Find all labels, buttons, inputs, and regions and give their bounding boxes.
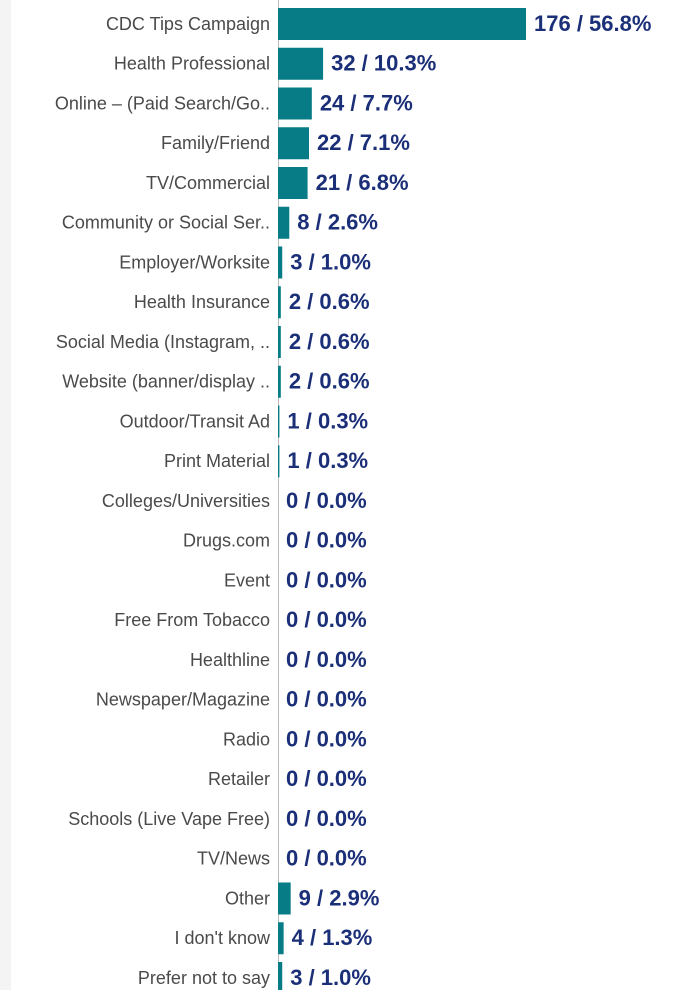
value-label: 32 / 10.3% [331, 51, 436, 76]
value-label: 0 / 0.0% [286, 687, 367, 712]
bar [278, 127, 309, 160]
value-label: 8 / 2.6% [297, 210, 378, 235]
value-label: 2 / 0.6% [289, 369, 370, 394]
value-label: 0 / 0.0% [286, 726, 367, 751]
value-label: 9 / 2.9% [299, 885, 380, 910]
bar [278, 206, 290, 239]
category-label: Retailer [208, 769, 270, 789]
bar [278, 246, 283, 279]
value-label: 4 / 1.3% [292, 925, 373, 950]
category-label: Family/Friend [161, 133, 270, 153]
bar [278, 286, 281, 319]
category-label: TV/News [197, 849, 270, 869]
value-label: 0 / 0.0% [286, 647, 367, 672]
category-label: Health Insurance [134, 292, 270, 312]
bar [278, 365, 281, 398]
value-label: 3 / 1.0% [290, 965, 371, 990]
category-label: Employer/Worksite [119, 252, 270, 272]
bar [278, 405, 280, 438]
value-label: 0 / 0.0% [286, 488, 367, 513]
value-label: 1 / 0.3% [287, 408, 368, 433]
value-label: 24 / 7.7% [320, 90, 413, 115]
category-label: Prefer not to say [138, 968, 270, 988]
category-label: Drugs.com [183, 531, 270, 551]
value-label: 1 / 0.3% [287, 448, 368, 473]
category-label: Event [224, 570, 270, 590]
category-label: Free From Tobacco [114, 610, 270, 630]
category-label: Print Material [164, 451, 270, 471]
value-label: 0 / 0.0% [286, 766, 367, 791]
category-label: Social Media (Instagram, .. [56, 332, 270, 352]
category-label: CDC Tips Campaign [106, 14, 270, 34]
value-label: 3 / 1.0% [290, 249, 371, 274]
category-label: Radio [223, 729, 270, 749]
value-label: 0 / 0.0% [286, 567, 367, 592]
value-label: 0 / 0.0% [286, 806, 367, 831]
category-label: Health Professional [114, 54, 270, 74]
value-label: 0 / 0.0% [286, 607, 367, 632]
left-edge [0, 0, 11, 990]
bar [278, 922, 284, 955]
bar [278, 167, 308, 199]
value-label: 0 / 0.0% [286, 528, 367, 553]
value-label: 21 / 6.8% [316, 170, 409, 195]
bar [278, 47, 324, 80]
category-label: Outdoor/Transit Ad [120, 411, 270, 431]
bar [278, 962, 283, 990]
bar [278, 8, 526, 40]
category-label: I don't know [175, 928, 271, 948]
category-label: Website (banner/display .. [62, 372, 270, 392]
category-label: Community or Social Ser.. [62, 213, 270, 233]
category-label: Schools (Live Vape Free) [68, 809, 270, 829]
bar [278, 326, 281, 358]
bar [278, 87, 312, 120]
value-label: 0 / 0.0% [286, 846, 367, 871]
category-label: Other [225, 888, 270, 908]
value-label: 176 / 56.8% [534, 11, 651, 36]
category-label: TV/Commercial [146, 173, 270, 193]
category-label: Healthline [190, 650, 270, 670]
value-label: 22 / 7.1% [317, 130, 410, 155]
value-label: 2 / 0.6% [289, 289, 370, 314]
bar [278, 882, 291, 915]
category-label: Newspaper/Magazine [96, 690, 270, 710]
category-label: Colleges/Universities [102, 491, 270, 511]
value-label: 2 / 0.6% [289, 329, 370, 354]
category-label: Online – (Paid Search/Go.. [55, 93, 270, 113]
bar [278, 445, 280, 478]
